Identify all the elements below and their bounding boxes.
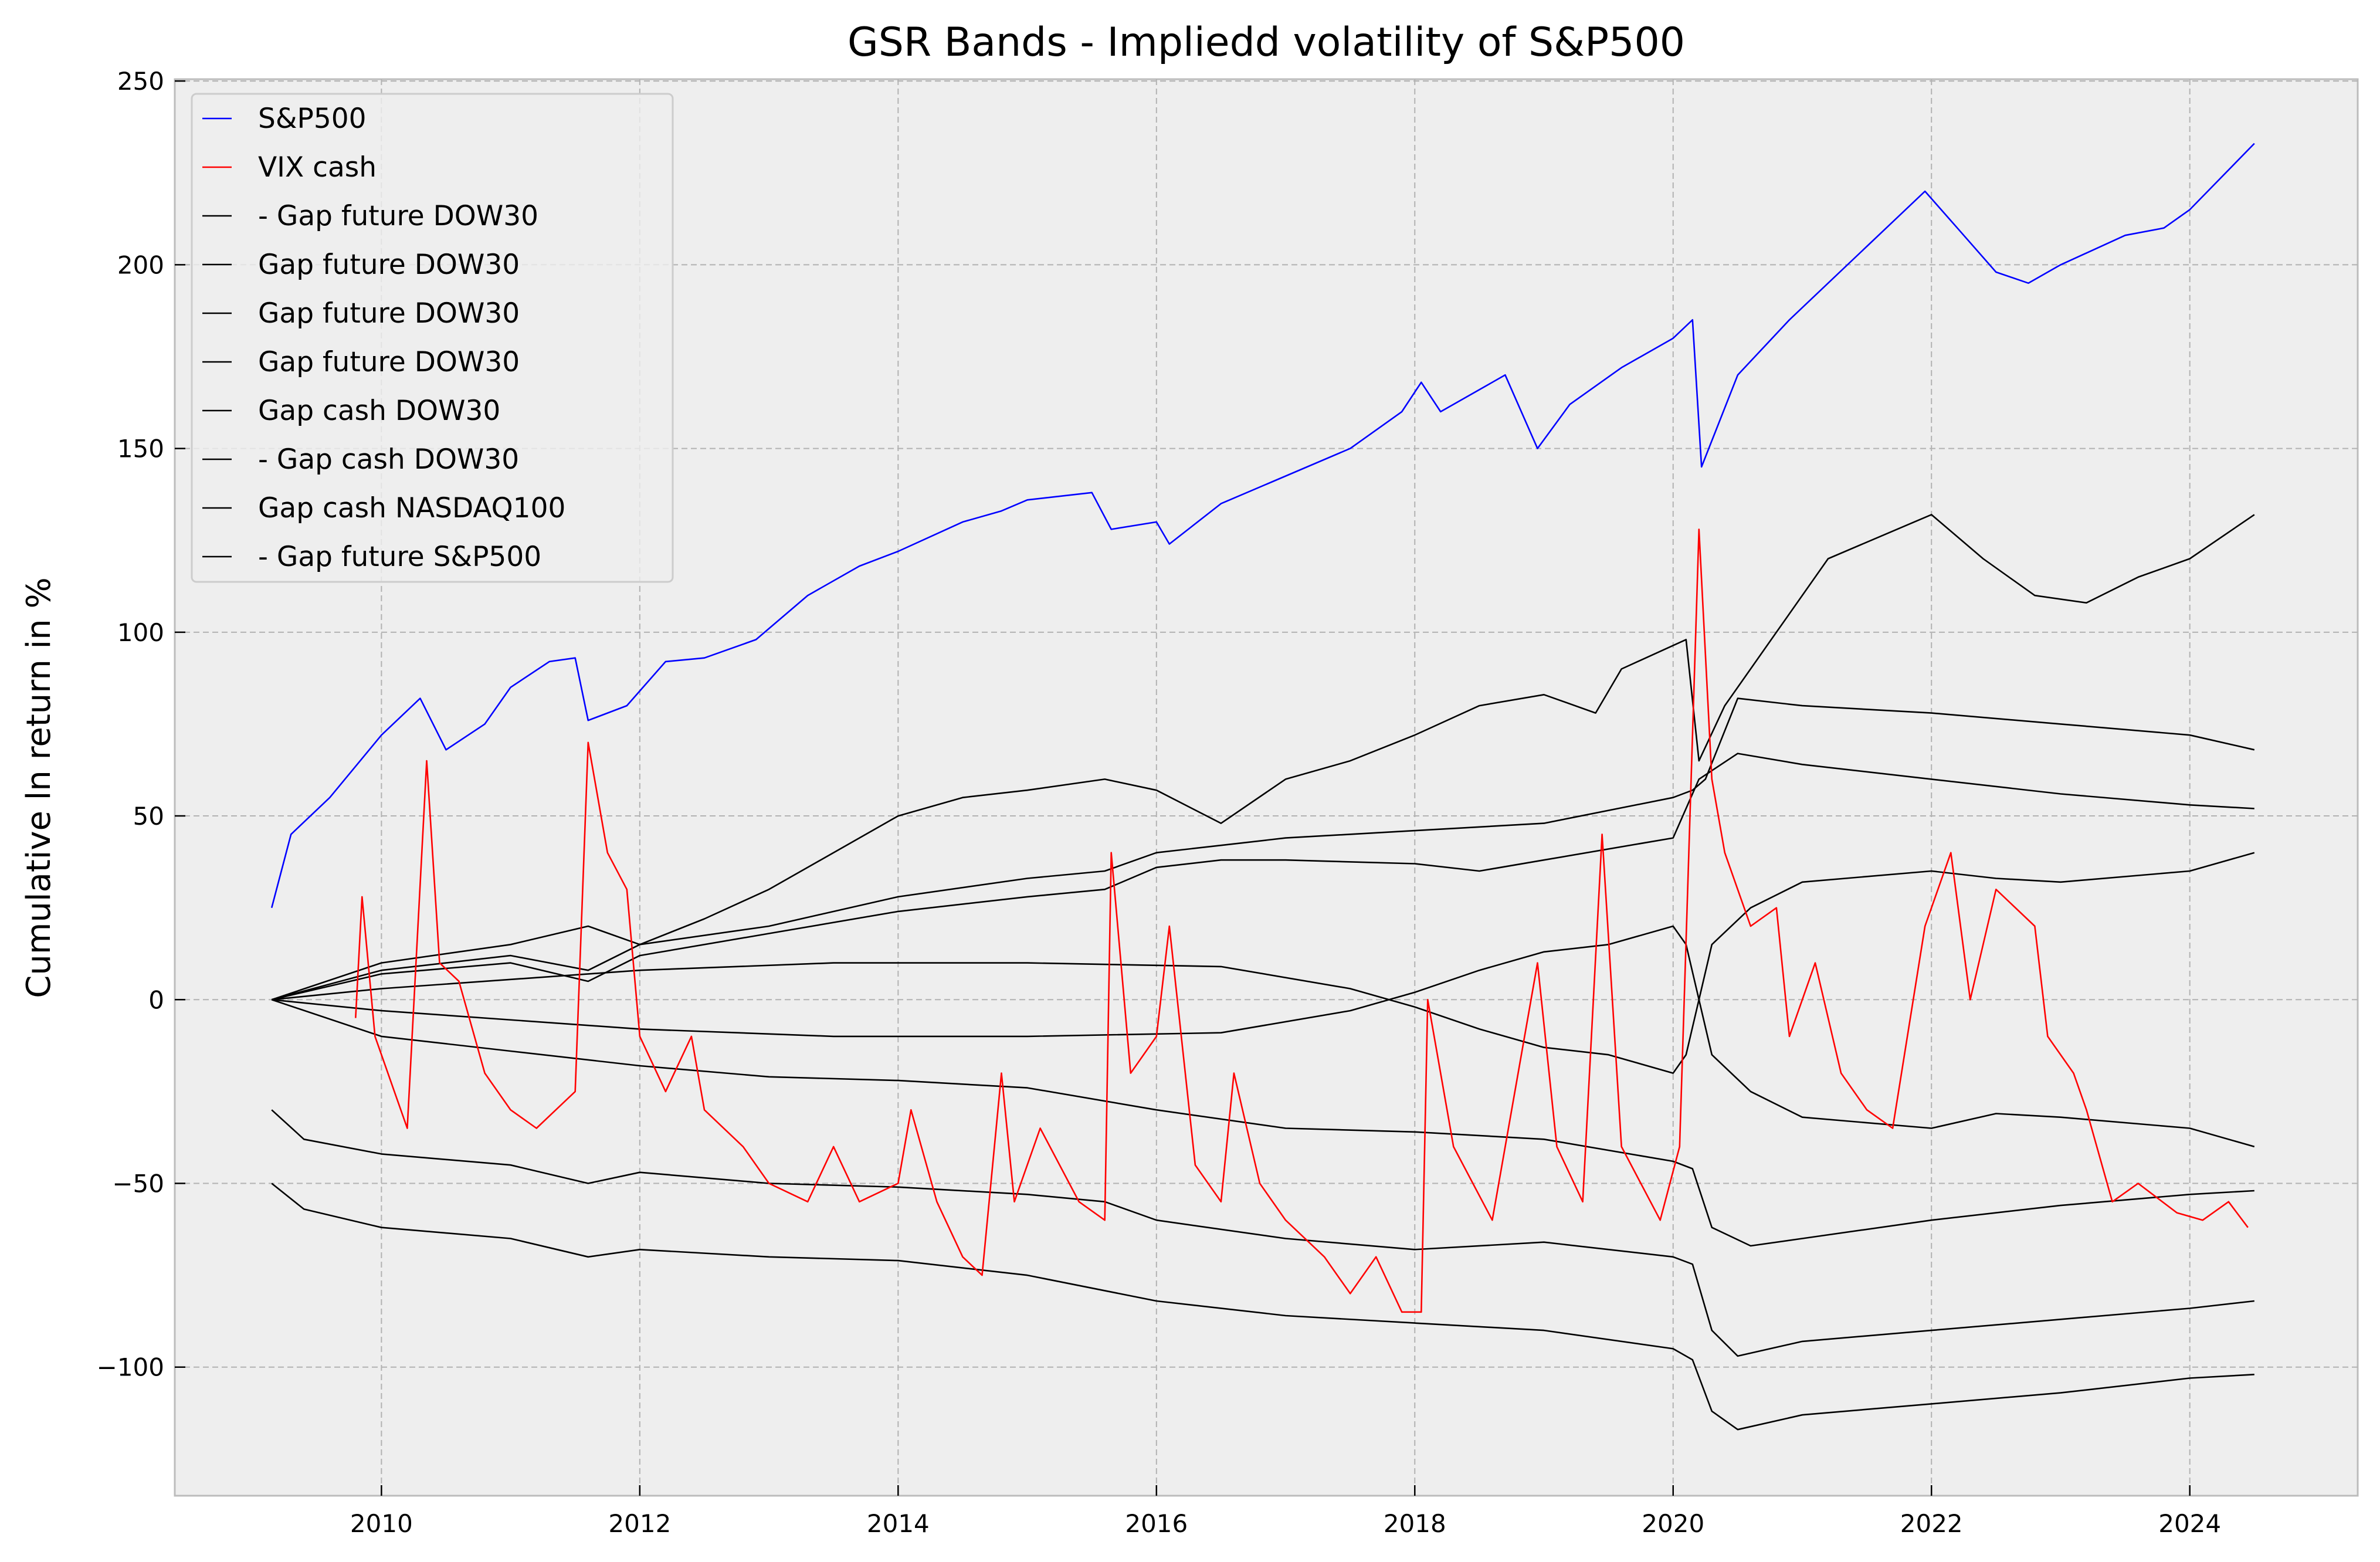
x-tick-label: 2020 — [1642, 1509, 1704, 1538]
legend-label: Gap future DOW30 — [258, 249, 520, 281]
y-tick-label: 100 — [117, 618, 164, 647]
legend-label: - Gap cash DOW30 — [258, 443, 519, 476]
legend-label: S&P500 — [258, 103, 367, 135]
grid — [175, 79, 2358, 1496]
y-tick-label: 150 — [117, 435, 164, 463]
x-tick-label: 2022 — [1900, 1509, 1963, 1538]
y-tick-label: −50 — [112, 1170, 164, 1198]
series-line-9 — [271, 1182, 2254, 1431]
series-line-3 — [271, 697, 2255, 1001]
legend-label: Gap cash DOW30 — [258, 395, 500, 427]
x-tick-label: 2024 — [2158, 1509, 2221, 1538]
series-line-4 — [271, 753, 2254, 1001]
y-tick-label: 50 — [133, 802, 164, 831]
series-line-5 — [272, 852, 2255, 1074]
legend-label: - Gap future S&P500 — [258, 541, 541, 573]
x-tick-label: 2018 — [1384, 1509, 1446, 1538]
legend: S&P500 VIX cash - Gap future DOW30 Gap futu… — [191, 93, 674, 583]
x-tick-label: 2010 — [350, 1509, 413, 1538]
y-tick-label: −100 — [97, 1353, 164, 1382]
series-group — [270, 143, 2255, 1431]
series-line-0 — [270, 143, 2255, 909]
legend-label: VIX cash — [258, 151, 377, 184]
legend-label: Gap cash NASDAQ100 — [258, 492, 565, 524]
legend-box — [191, 93, 674, 583]
ticks: 2010 2012 2014 2016 2018 2020 2022 2024 250 200 15… — [97, 67, 2221, 1538]
legend-label: - Gap future DOW30 — [258, 200, 538, 232]
series-line-8 — [271, 1109, 2254, 1357]
series-line-7 — [271, 999, 2254, 1247]
x-tick-label: 2012 — [608, 1509, 671, 1538]
y-tick-label: 250 — [117, 67, 164, 96]
y-tick-label: 0 — [148, 985, 164, 1014]
series-line-2 — [271, 514, 2255, 1001]
y-tick-label: 200 — [117, 250, 164, 279]
legend-label: Gap future DOW30 — [258, 297, 520, 330]
series-line-1 — [355, 528, 2249, 1313]
chart-title: GSR Bands - Impliedd volatility of S&P50… — [847, 19, 1685, 66]
y-axis-label: Cumulative ln return in % — [20, 577, 58, 998]
x-tick-label: 2014 — [867, 1509, 930, 1538]
x-tick-label: 2016 — [1125, 1509, 1188, 1538]
legend-label: Gap future DOW30 — [258, 346, 520, 378]
